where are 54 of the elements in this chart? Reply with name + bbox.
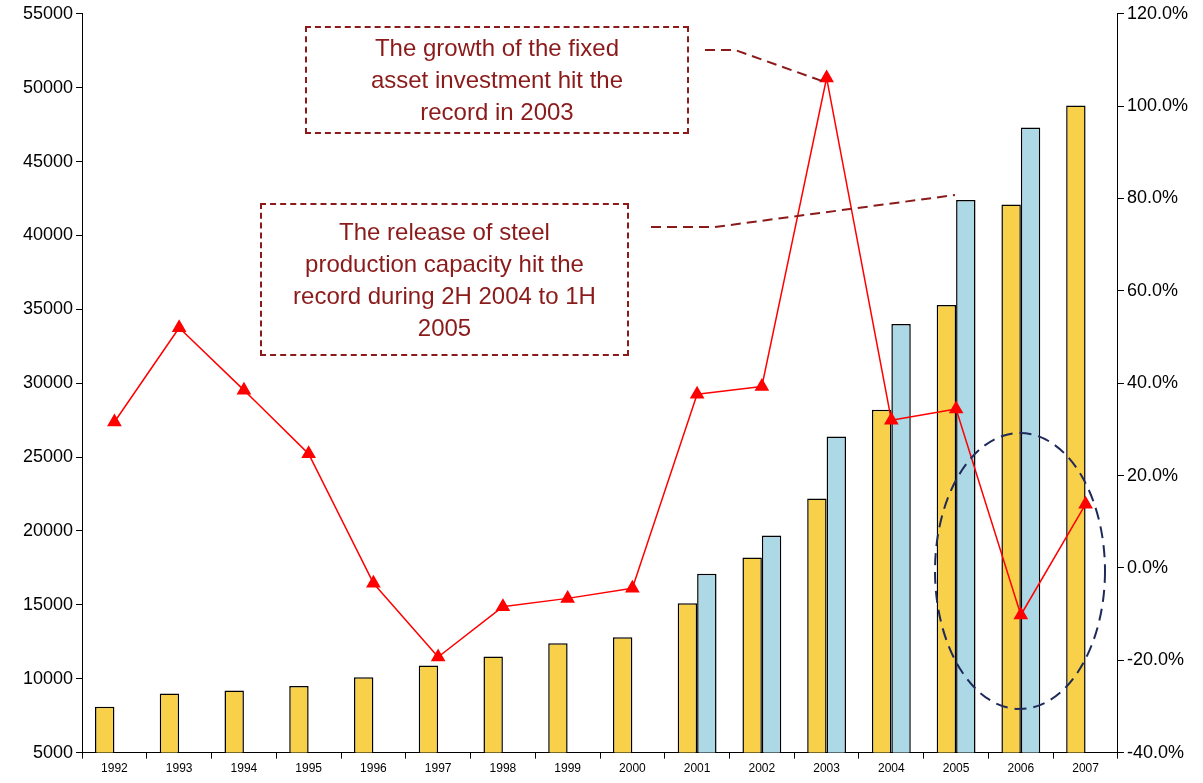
y-tick-label: 50000 xyxy=(22,76,74,97)
point xyxy=(949,401,963,414)
x-tick-label: 2007 xyxy=(1072,761,1100,776)
y2-tick-label: 60.0% xyxy=(1126,279,1178,300)
x-tick-label: 2002 xyxy=(748,761,776,776)
y-tick-label: 5000 xyxy=(33,741,74,762)
y-tick-label: 25000 xyxy=(22,446,74,467)
x-tick-label: 2006 xyxy=(1007,761,1035,776)
y-tick-label: 40000 xyxy=(22,224,74,245)
point xyxy=(1014,607,1028,620)
annotation: The release of steel production capacity hit the record during 2H 2004 to 1H 2005 xyxy=(260,203,629,356)
point xyxy=(107,414,122,427)
x-tick-label: 1997 xyxy=(424,761,452,776)
x-tick-label: 1993 xyxy=(165,761,193,776)
y-tick-label: 10000 xyxy=(22,667,74,688)
point xyxy=(884,412,899,425)
y-tick-label: 30000 xyxy=(22,372,74,393)
y2-tick-label: 100.0% xyxy=(1126,95,1189,116)
x-tick-label: 1994 xyxy=(230,761,258,776)
point xyxy=(819,70,834,83)
point xyxy=(237,382,251,395)
x-tick-label: 2000 xyxy=(619,761,647,776)
y2-tick-label: 0.0% xyxy=(1126,556,1168,577)
x-tick-label: 2003 xyxy=(813,761,841,776)
x-tick-label: 1992 xyxy=(101,761,129,776)
x-tick-label: 1995 xyxy=(295,761,323,776)
point xyxy=(431,649,445,662)
y-tick-label: 55000 xyxy=(22,2,74,23)
annotation: The growth of the fixed asset investment hit the record in 2003 xyxy=(305,26,689,134)
x-tick-label: 1999 xyxy=(554,761,582,776)
point xyxy=(366,575,381,588)
y2-tick-label: 20.0% xyxy=(1126,464,1178,485)
y-tick-label: 35000 xyxy=(22,298,74,319)
y-tick-label: 20000 xyxy=(22,519,74,540)
y2-tick-label: 120.0% xyxy=(1126,2,1189,23)
point xyxy=(755,378,769,391)
point xyxy=(172,320,186,333)
x-tick-label: 1998 xyxy=(489,761,517,776)
point xyxy=(560,590,575,603)
point xyxy=(1078,496,1093,509)
point xyxy=(690,386,704,399)
x-tick-label: 1996 xyxy=(360,761,388,776)
point xyxy=(301,446,316,459)
y2-tick-label: -40.0% xyxy=(1126,741,1184,762)
y2-tick-label: -20.0% xyxy=(1126,649,1184,670)
x-tick-label: 2004 xyxy=(878,761,906,776)
point xyxy=(625,580,640,593)
x-tick-label: 2001 xyxy=(683,761,711,776)
y-tick-label: 15000 xyxy=(22,593,74,614)
x-tick-label: 2005 xyxy=(942,761,970,776)
y-tick-label: 45000 xyxy=(22,150,74,171)
y2-tick-label: 40.0% xyxy=(1126,372,1178,393)
y2-tick-label: 80.0% xyxy=(1126,187,1178,208)
point xyxy=(496,598,510,611)
